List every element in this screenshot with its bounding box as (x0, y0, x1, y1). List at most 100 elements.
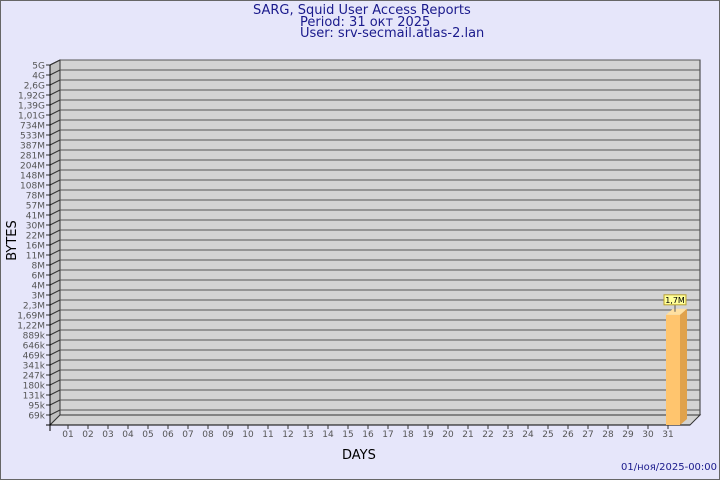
chart-user: User: srv-secmail.atlas-2.lan (300, 26, 485, 41)
y-tick-label: 2,6G (24, 82, 45, 92)
y-tick-label: 11M (26, 252, 45, 262)
y-tick-label: 78M (26, 192, 45, 202)
y-tick-diagonal (49, 129, 61, 136)
x-tick-label: 12 (282, 430, 293, 440)
x-tick-label: 25 (542, 430, 553, 440)
y-tick-label: 646k (23, 342, 46, 352)
y-tick-diagonal (49, 99, 61, 106)
y-tick-diagonal (49, 349, 61, 356)
y-tick-label: 1,39G (18, 102, 45, 112)
y-tick-label: 889k (23, 332, 46, 342)
y-tick-label: 41M (26, 212, 45, 222)
y-tick-diagonal (49, 379, 61, 386)
x-tick-label: 10 (242, 430, 254, 440)
x-tick-label: 21 (462, 430, 473, 440)
bar-top-day-31 (666, 308, 687, 315)
y-tick-label: 69k (28, 412, 45, 422)
y-tick-label: 1,01G (18, 112, 45, 122)
y-tick-label: 131k (23, 392, 46, 402)
y-tick-label: 247k (23, 372, 46, 382)
y-tick-diagonal (49, 189, 61, 196)
y-tick-label: 734M (20, 122, 45, 132)
y-tick-label: 3M (32, 292, 46, 302)
y-tick-diagonal (49, 359, 61, 366)
x-tick-label: 22 (482, 430, 493, 440)
x-tick-label: 28 (602, 430, 614, 440)
y-tick-diagonal (49, 329, 61, 336)
x-tick-label: 06 (162, 430, 174, 440)
y-tick-label: 4G (32, 72, 45, 82)
y-tick-label: 95k (28, 402, 45, 412)
y-tick-diagonal (49, 339, 61, 346)
x-tick-label: 05 (142, 430, 153, 440)
y-tick-diagonal (49, 179, 61, 186)
x-tick-label: 09 (222, 430, 234, 440)
x-tick-label: 15 (342, 430, 353, 440)
y-tick-diagonal (49, 369, 61, 376)
y-tick-diagonal (49, 219, 61, 226)
y-tick-diagonal (49, 269, 61, 276)
x-tick-label: 20 (442, 430, 454, 440)
x-tick-label: 07 (182, 430, 193, 440)
x-tick-label: 23 (502, 430, 513, 440)
bar-side-day-31 (680, 308, 687, 425)
y-tick-label: 387M (20, 142, 45, 152)
y-tick-label: 30M (26, 222, 45, 232)
y-tick-label: 57M (26, 202, 45, 212)
y-tick-label: 8M (32, 262, 46, 272)
y-tick-label: 281M (20, 152, 45, 162)
x-tick-label: 24 (522, 430, 534, 440)
y-tick-diagonal (49, 389, 61, 396)
y-tick-label: 1,69M (17, 312, 45, 322)
y-tick-label: 108M (20, 182, 45, 192)
y-tick-label: 1,92G (18, 92, 45, 102)
footer-timestamp: 01/ноя/2025-00:00 (621, 462, 718, 473)
y-tick-diagonal (49, 209, 61, 216)
y-tick-diagonal (49, 119, 61, 126)
y-tick-diagonal (49, 169, 61, 176)
x-tick-label: 08 (202, 430, 214, 440)
data-label: 1,7M (665, 296, 685, 305)
y-tick-label: 2,3M (23, 302, 45, 312)
y-tick-diagonal (49, 249, 61, 256)
y-tick-diagonal (49, 299, 61, 306)
x-tick-label: 01 (62, 430, 73, 440)
x-tick-label: 18 (402, 430, 414, 440)
x-tick-label: 16 (362, 430, 374, 440)
y-tick-label: 16M (26, 242, 45, 252)
y-tick-diagonal (49, 409, 61, 416)
y-tick-label: 180k (23, 382, 46, 392)
y-tick-diagonal (49, 279, 61, 286)
x-tick-label: 26 (562, 430, 574, 440)
y-tick-diagonal (49, 69, 61, 76)
x-tick-label: 17 (382, 430, 393, 440)
y-tick-diagonal (49, 399, 61, 406)
x-tick-label: 29 (622, 430, 634, 440)
y-tick-label: 4M (32, 282, 46, 292)
y-tick-diagonal (49, 59, 61, 66)
plot-back-panel (59, 59, 701, 416)
x-tick-label: 02 (82, 430, 93, 440)
x-tick-label: 11 (262, 430, 273, 440)
y-tick-label: 6M (32, 272, 46, 282)
y-tick-label: 341k (23, 362, 46, 372)
x-axis-label: DAYS (342, 448, 376, 463)
x-tick-label: 13 (302, 430, 313, 440)
x-tick-label: 27 (582, 430, 593, 440)
y-tick-diagonal (49, 239, 61, 246)
y-tick-label: 533M (20, 132, 45, 142)
y-tick-diagonal (49, 79, 61, 86)
plot-floor (48, 414, 702, 426)
y-tick-label: 22M (26, 232, 45, 242)
data-label-box (663, 294, 687, 306)
x-tick-label: 31 (662, 430, 673, 440)
x-tick-label: 04 (122, 430, 134, 440)
bar-day-31 (666, 314, 680, 425)
chart-period: Period: 31 окт 2025 (300, 15, 431, 30)
y-tick-diagonal (49, 319, 61, 326)
y-tick-diagonal (49, 149, 61, 156)
x-tick-label: 30 (642, 430, 654, 440)
y-tick-diagonal (49, 259, 61, 266)
y-tick-diagonal (49, 309, 61, 316)
